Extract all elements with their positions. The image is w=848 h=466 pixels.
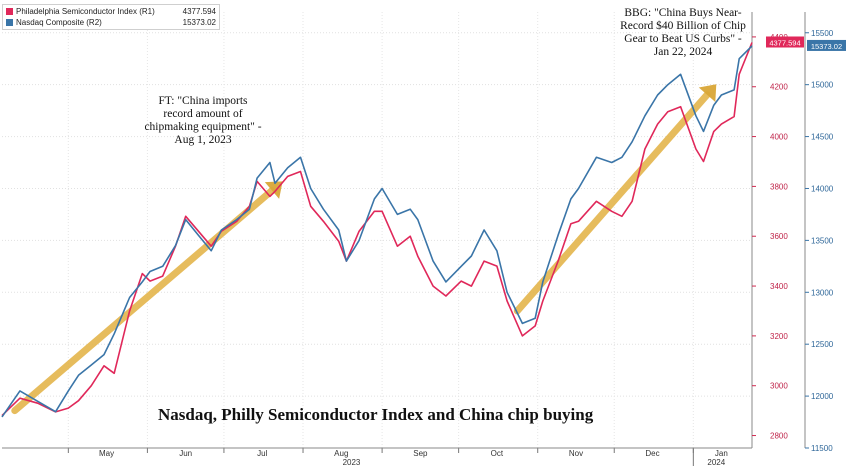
- y-tick-label-r2: 15500: [811, 29, 834, 38]
- last-value-tag-nasdaq: [807, 39, 846, 51]
- x-year-label: 2024: [707, 458, 725, 466]
- legend-entry: Philadelphia Semiconductor Index (R1) 43…: [6, 6, 216, 17]
- chart-title: Nasdaq, Philly Semiconductor Index and C…: [158, 405, 594, 424]
- x-tick-label: Nov: [569, 449, 583, 458]
- x-tick-label: Jul: [257, 449, 267, 458]
- trend-arrow-shaft: [513, 91, 711, 315]
- y-tick-label-r1: 3400: [770, 282, 788, 291]
- y-tick-label-r2: 11500: [811, 444, 833, 453]
- y-tick-label-r2: 14500: [811, 133, 834, 142]
- legend-swatch-nasdaq: [6, 19, 13, 26]
- x-tick-label: Aug: [334, 449, 348, 458]
- last-value-label-nasdaq: 15373.02: [811, 42, 842, 51]
- y-tick-label-r1: 3000: [770, 382, 788, 391]
- series-line-semiconductor: [1, 42, 753, 417]
- last-value-tags: 4377.594 15373.02: [766, 36, 846, 51]
- y-tick-label-r1: 4200: [770, 83, 788, 92]
- y-tick-label-r1: 2800: [770, 432, 788, 441]
- x-tick-label: Jun: [179, 449, 192, 458]
- axes: May Jun Jul Aug Sep Oct Nov Dec Jan 2023 2024 2800 3…: [2, 12, 834, 466]
- y-tick-label-r1: 4000: [770, 133, 788, 142]
- legend-value: 15373.02: [182, 18, 216, 27]
- legend: Philadelphia Semiconductor Index (R1) 43…: [2, 4, 220, 30]
- legend-label: Nasdaq Composite (R2): [16, 18, 102, 27]
- annotation-bbg: BBG: "China Buys Near- Record $40 Billio…: [620, 7, 746, 58]
- last-value-label-semiconductor: 4377.594: [769, 38, 800, 47]
- y-tick-label-r2: 15000: [811, 81, 834, 90]
- y-tick-label-r2: 13000: [811, 288, 834, 297]
- trend-arrows: [11, 84, 717, 415]
- trend-arrow-head: [264, 181, 283, 199]
- legend-label: Philadelphia Semiconductor Index (R1): [16, 7, 155, 16]
- x-tick-label: Dec: [645, 449, 659, 458]
- legend-value: 4377.594: [182, 7, 216, 16]
- series-line-nasdaq: [1, 45, 753, 418]
- legend-swatch-semiconductor: [6, 8, 13, 15]
- legend-entry: Nasdaq Composite (R2) 15373.02: [6, 17, 216, 28]
- x-tick-label: Sep: [413, 449, 428, 458]
- series-lines: [1, 42, 753, 418]
- y-tick-label-r2: 13500: [811, 236, 834, 245]
- x-tick-label: Jan: [715, 449, 728, 458]
- y-tick-label-r1: 3600: [770, 232, 788, 241]
- gridlines: [2, 12, 752, 449]
- annotation-ft: FT: "China imports record amount of chip…: [144, 95, 262, 146]
- x-year-label: 2023: [343, 458, 361, 466]
- trend-arrow-shaft: [11, 187, 276, 415]
- trend-arrow-head: [698, 84, 717, 103]
- last-value-tag-semiconductor: [766, 36, 804, 48]
- y-tick-label-r2: 12000: [811, 392, 834, 401]
- x-tick-label: May: [99, 449, 114, 458]
- y-tick-label-r2: 12500: [811, 340, 834, 349]
- x-tick-label: Oct: [491, 449, 504, 458]
- y-tick-label-r2: 14000: [811, 184, 834, 193]
- y-tick-label-r1: 3200: [770, 332, 788, 341]
- y-tick-label-r1: 3800: [770, 182, 788, 191]
